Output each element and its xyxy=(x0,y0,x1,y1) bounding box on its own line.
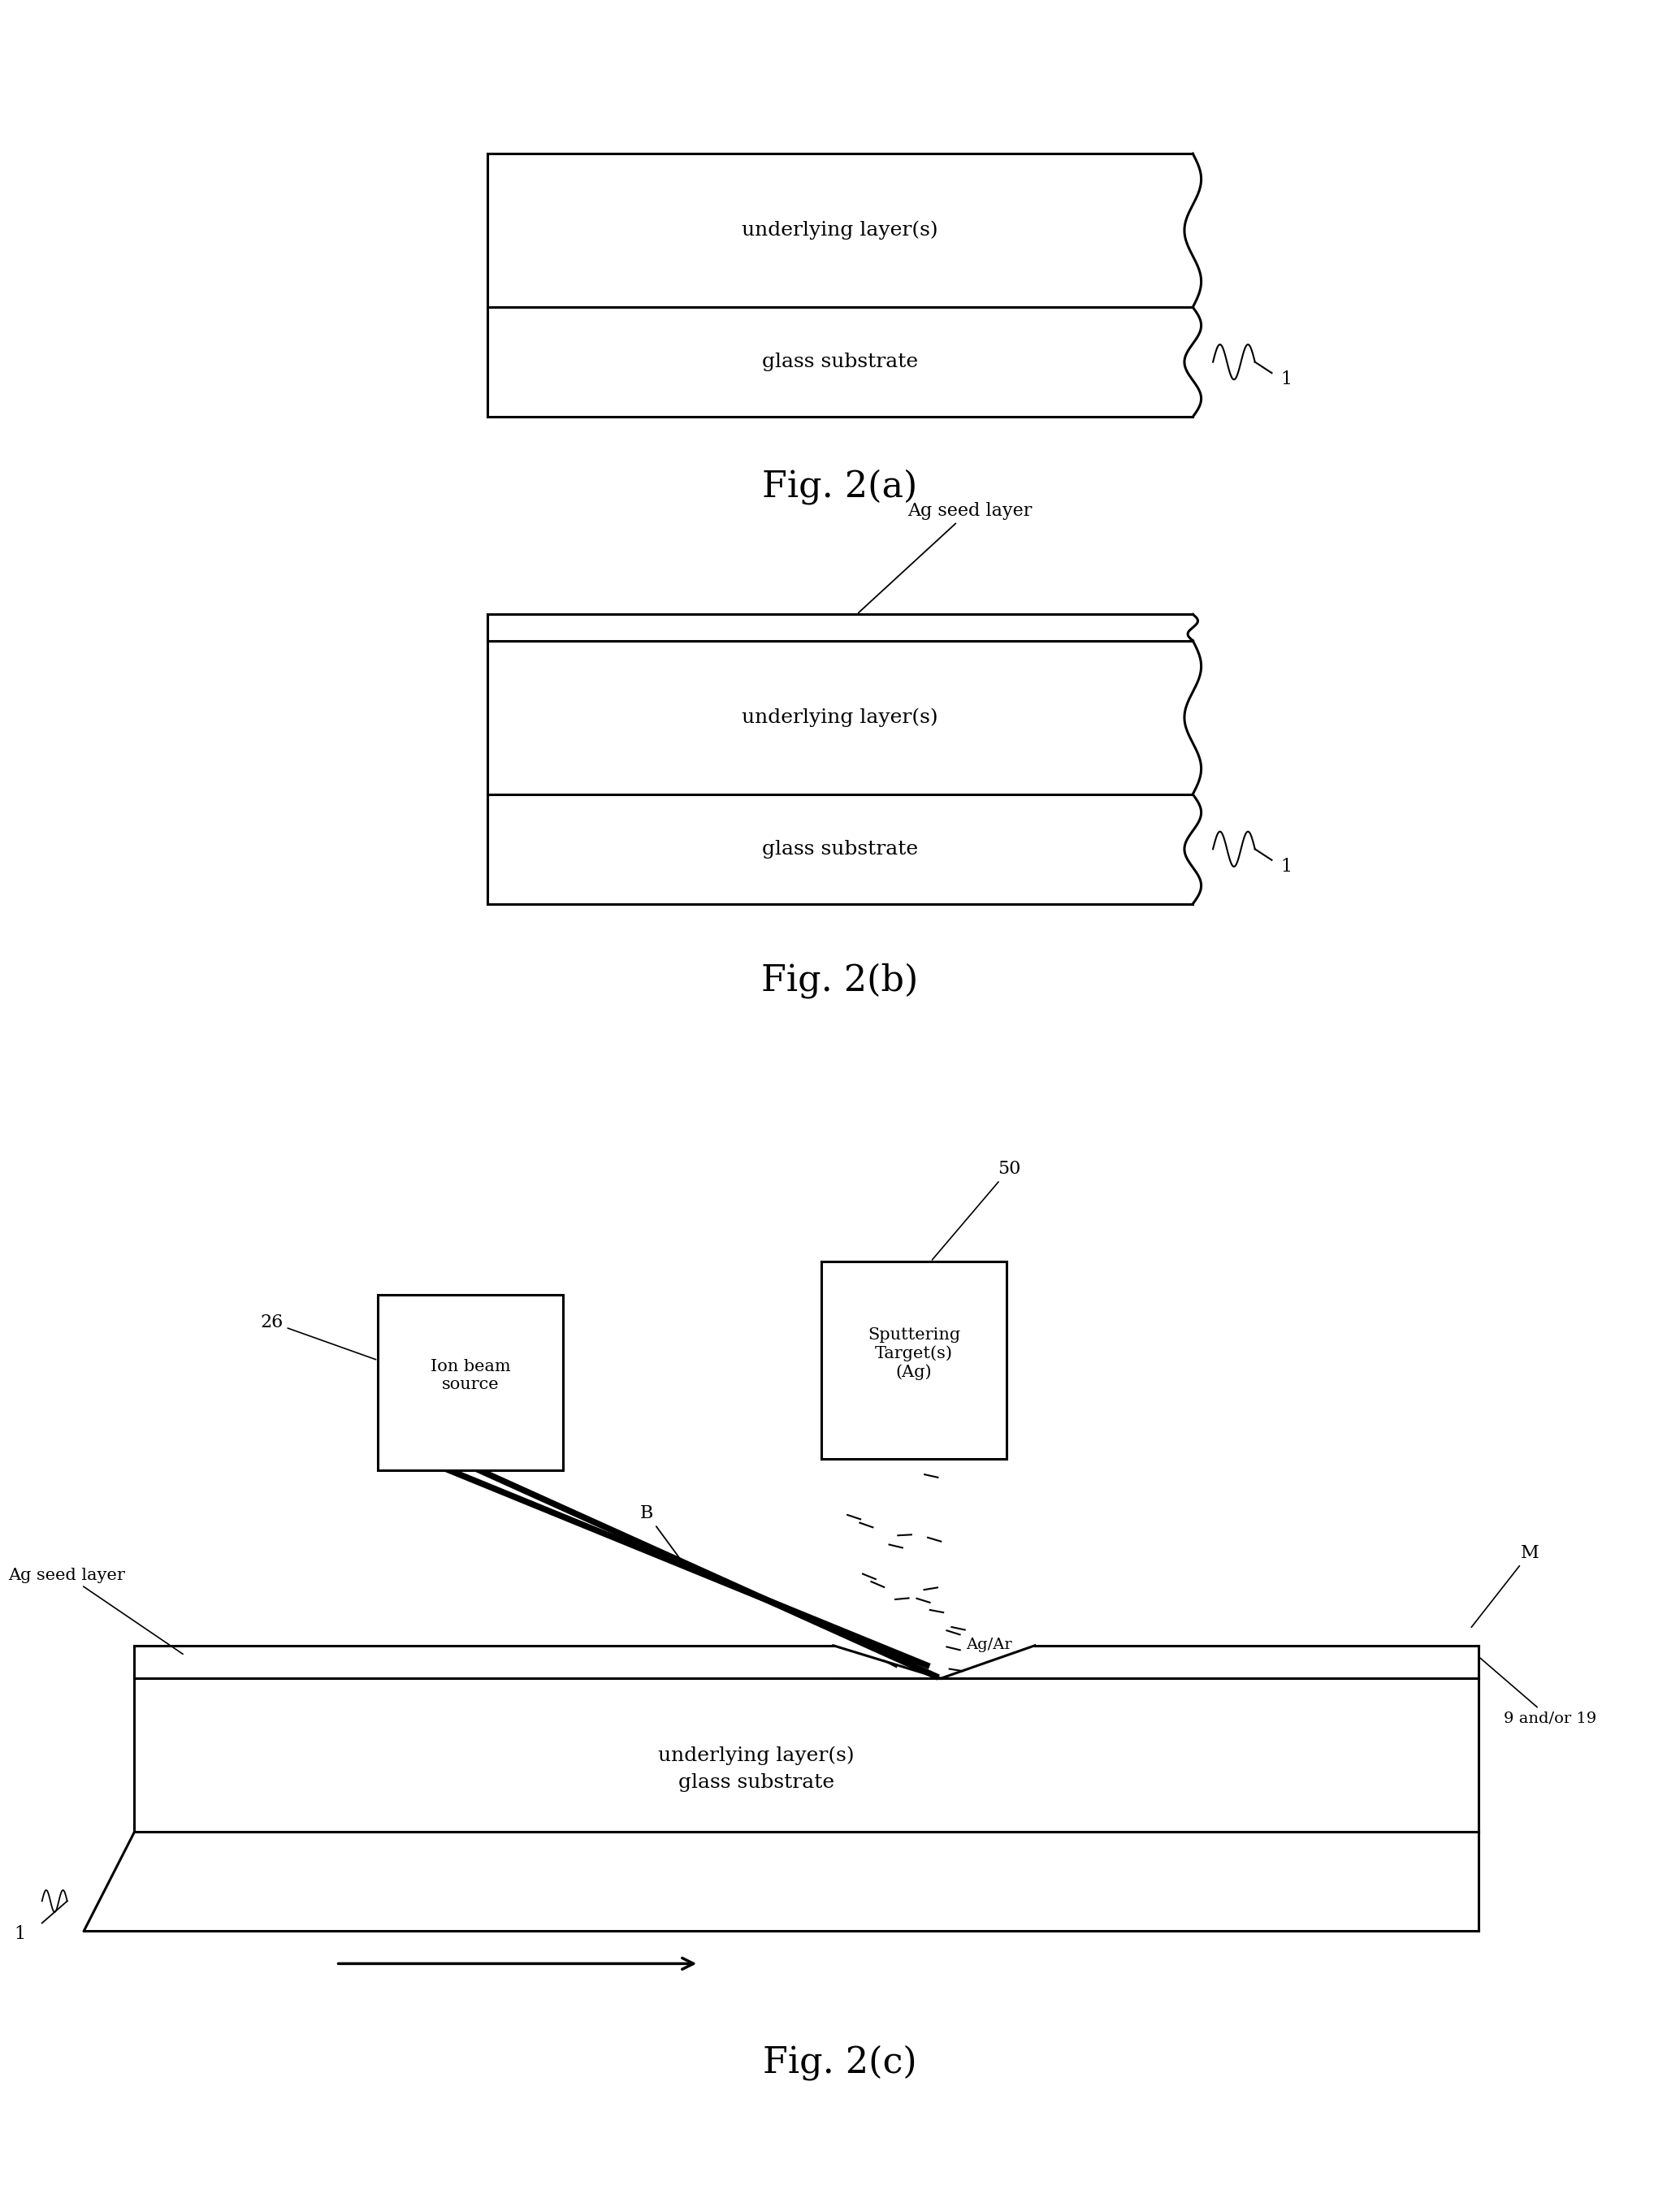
Text: 1: 1 xyxy=(1280,858,1292,875)
Text: glass substrate: glass substrate xyxy=(679,1773,833,1792)
Text: 1: 1 xyxy=(13,1924,25,1944)
Text: 26: 26 xyxy=(260,1314,376,1360)
Text: Fig. 2(c): Fig. 2(c) xyxy=(763,2045,917,2080)
Text: glass substrate: glass substrate xyxy=(763,840,917,858)
Text: Sputtering
Target(s)
(Ag): Sputtering Target(s) (Ag) xyxy=(867,1327,961,1380)
Text: M: M xyxy=(1472,1545,1539,1628)
Text: underlying layer(s): underlying layer(s) xyxy=(659,1746,853,1764)
Text: Fig. 2(a): Fig. 2(a) xyxy=(763,470,917,505)
Text: 50: 50 xyxy=(932,1161,1021,1259)
Text: 1: 1 xyxy=(1280,371,1292,388)
Text: underlying layer(s): underlying layer(s) xyxy=(743,222,937,239)
Bar xyxy=(822,1262,1006,1459)
Text: Ion beam
source: Ion beam source xyxy=(430,1358,511,1393)
Text: B: B xyxy=(640,1505,689,1571)
Text: Ag seed layer: Ag seed layer xyxy=(858,502,1032,612)
Text: underlying layer(s): underlying layer(s) xyxy=(743,709,937,726)
Text: 9 and/or 19: 9 and/or 19 xyxy=(1480,1659,1596,1724)
Text: Ag/Ar: Ag/Ar xyxy=(966,1637,1011,1652)
Text: Ag seed layer: Ag seed layer xyxy=(8,1567,183,1654)
Text: glass substrate: glass substrate xyxy=(763,353,917,371)
Bar xyxy=(378,1294,563,1470)
Text: Fig. 2(b): Fig. 2(b) xyxy=(761,963,919,998)
